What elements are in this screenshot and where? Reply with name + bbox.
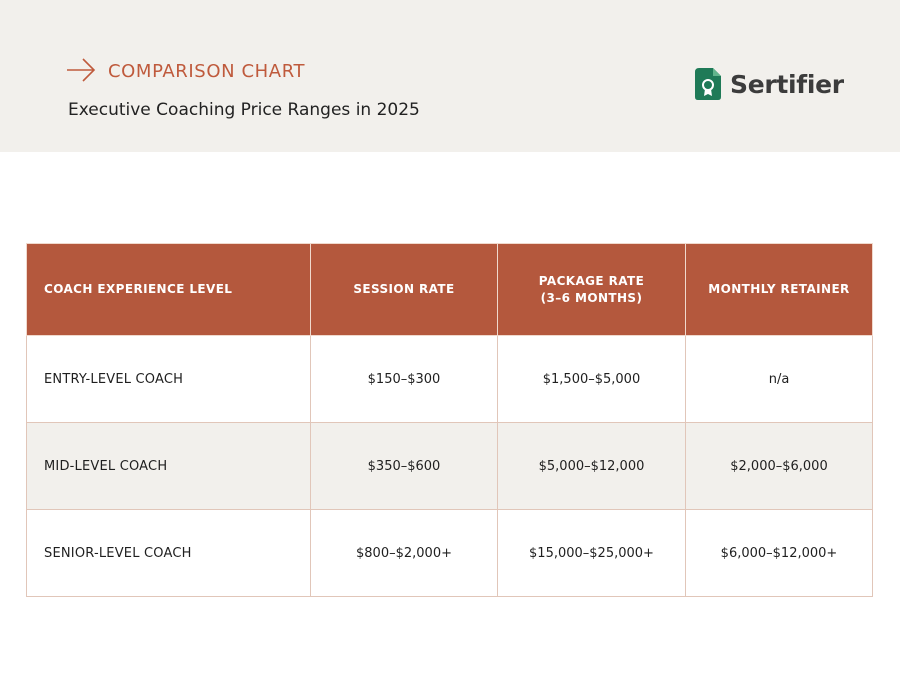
column-header-text: SESSION RATE (353, 282, 455, 296)
cell-experience-level: MID-LEVEL COACH (26, 422, 311, 510)
table-row: MID-LEVEL COACH $350–$600 $5,000–$12,000… (26, 422, 873, 510)
cell-monthly-retainer: $2,000–$6,000 (685, 422, 873, 510)
column-header-package-rate: PACKAGE RATE (3–6 MONTHS) (497, 243, 686, 336)
cell-session-rate: $350–$600 (310, 422, 498, 510)
price-comparison-table: COACH EXPERIENCE LEVEL SESSION RATE PACK… (26, 243, 873, 597)
cell-monthly-retainer: $6,000–$12,000+ (685, 509, 873, 597)
logo-wordmark: Sertifier (730, 69, 844, 99)
page-title: Executive Coaching Price Ranges in 2025 (68, 100, 420, 120)
cell-package-rate: $5,000–$12,000 (497, 422, 686, 510)
cell-experience-level: ENTRY-LEVEL COACH (26, 335, 311, 423)
cell-experience-level: SENIOR-LEVEL COACH (26, 509, 311, 597)
cell-package-rate: $1,500–$5,000 (497, 335, 686, 423)
cell-session-rate: $150–$300 (310, 335, 498, 423)
table-row: ENTRY-LEVEL COACH $150–$300 $1,500–$5,00… (26, 335, 873, 423)
arrow-right-icon (67, 58, 96, 82)
column-header-subtext: (3–6 MONTHS) (540, 290, 643, 305)
column-header-text: MONTHLY RETAINER (708, 282, 850, 296)
column-header-session-rate: SESSION RATE (310, 243, 498, 336)
cell-monthly-retainer: n/a (685, 335, 873, 423)
table-header-row: COACH EXPERIENCE LEVEL SESSION RATE PACK… (26, 243, 873, 336)
cell-package-rate: $15,000–$25,000+ (497, 509, 686, 597)
table-row: SENIOR-LEVEL COACH $800–$2,000+ $15,000–… (26, 509, 873, 597)
brand-logo: Sertifier (695, 67, 844, 101)
cell-session-rate: $800–$2,000+ (310, 509, 498, 597)
column-header-monthly-retainer: MONTHLY RETAINER (685, 243, 873, 336)
column-header-text: PACKAGE RATE (538, 273, 645, 288)
column-header-text: COACH EXPERIENCE LEVEL (44, 282, 233, 296)
column-header-experience-level: COACH EXPERIENCE LEVEL (26, 243, 311, 336)
certificate-badge-icon (695, 68, 721, 100)
page-header: COMPARISON CHART Executive Coaching Pric… (0, 0, 900, 152)
eyebrow-label: COMPARISON CHART (108, 61, 306, 82)
